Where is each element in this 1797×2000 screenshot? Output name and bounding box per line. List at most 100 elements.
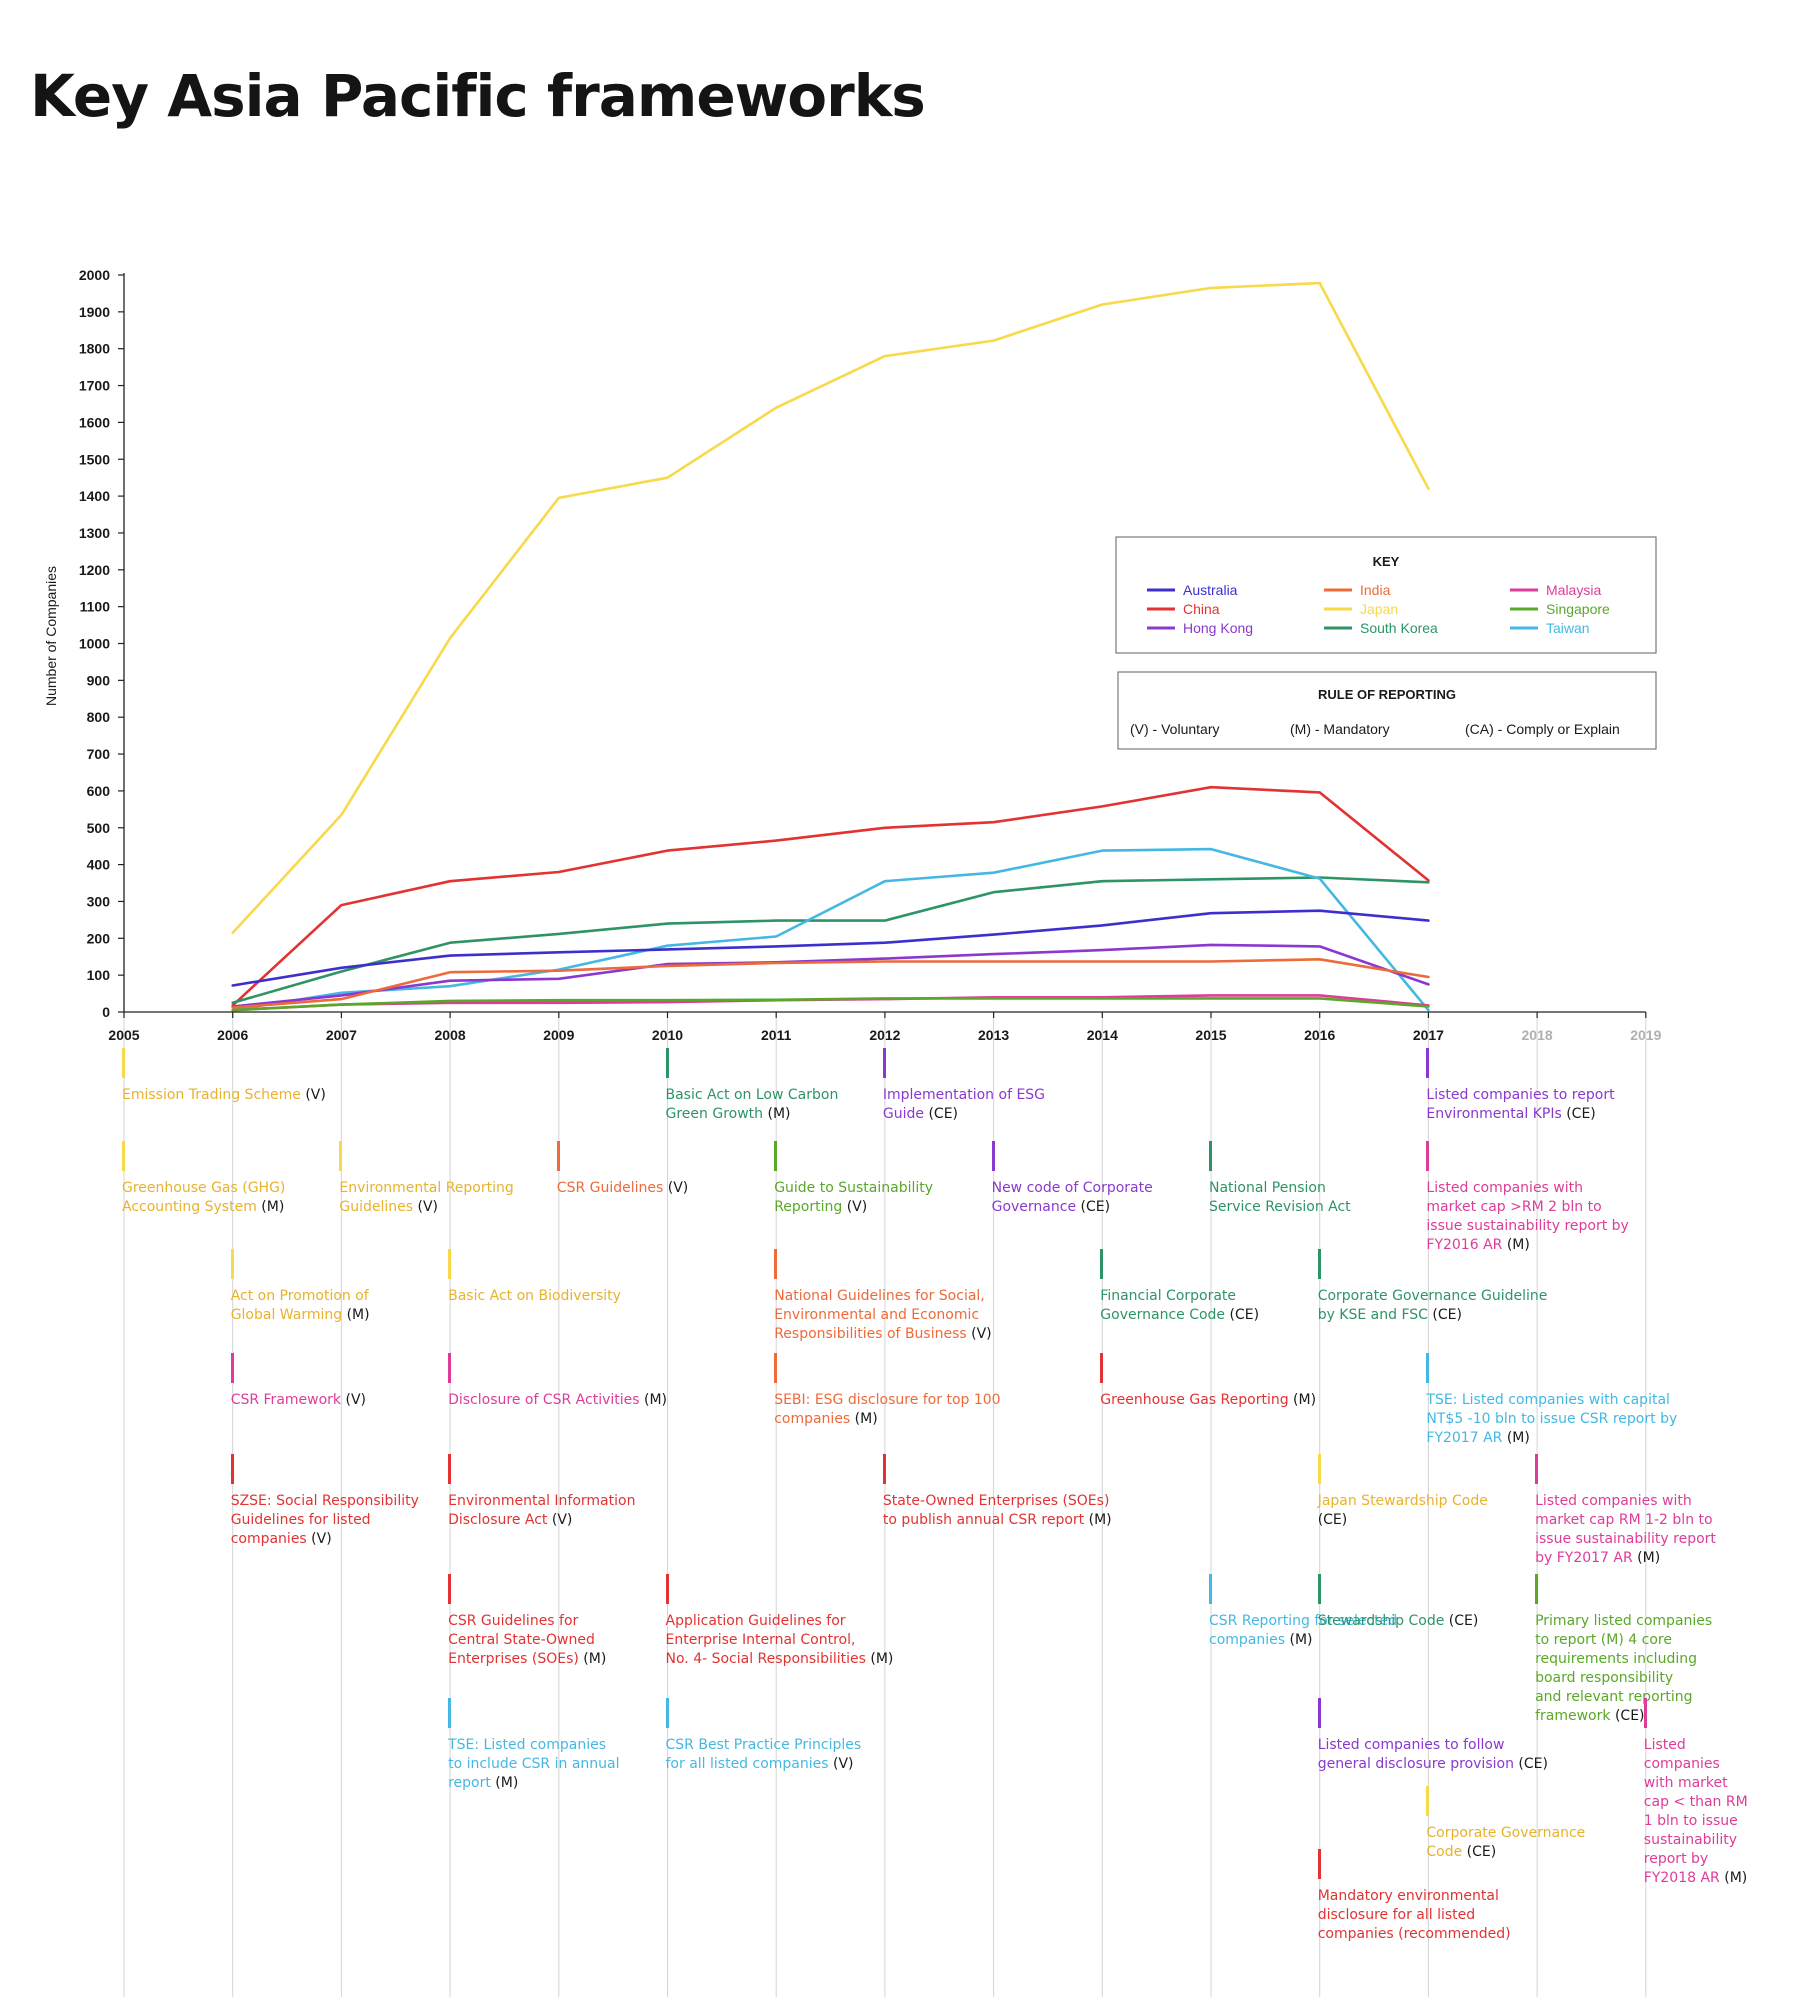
annotation-marker [882,1048,886,1078]
reporting-rule-code: (M) [865,1651,894,1667]
annotation-text: Japan Stewardship Code (CE) [1318,1492,1558,1530]
series-line-south-korea [231,876,1430,1005]
annotation-line: Responsibilities of Business [774,1326,967,1342]
annotation-line: Listed companies to follow [1317,1737,1505,1753]
annotation-marker [448,1249,452,1279]
annotation-line: Enterprises (SOEs) [448,1651,579,1667]
y-tick-label: 2000 [79,267,110,283]
annotation-line: companies [774,1411,851,1427]
legend-entry-hong-kong: Hong Kong [1147,620,1253,636]
annotation-line: Implementation of ESG [882,1087,1046,1103]
series-line-india [231,957,1430,1009]
annotation-text: Financial Corporate Governance Code (CE) [1100,1287,1314,1325]
annotation-line: No. 4- Social Responsibilities [665,1651,866,1667]
annotation-line: Environmental and Economic [774,1307,980,1323]
annotation-line: Listed [1643,1737,1686,1753]
annotation-line: Application Guidelines for [665,1613,846,1629]
rule-mandatory: (M) - Mandatory [1290,721,1390,737]
annotation-marker [448,1698,452,1728]
x-tick-label: 2018 [1522,1027,1553,1043]
annotation-line: Listed companies with [1426,1180,1584,1196]
annotation-line: Greenhouse Gas (GHG) [122,1180,286,1196]
legend-entry-japan: Japan [1324,601,1398,617]
annotation-line: Financial Corporate [1100,1288,1237,1304]
annotation-text: CSR Best Practice Principles for all list… [666,1736,957,1774]
y-tick-label: 800 [87,709,111,725]
annotation-text: New code of Corporate Governance (CE) [992,1179,1223,1217]
annotation-line: companies (recommended) [1317,1926,1511,1942]
annotation-text: Disclosure of CSR Activities (M) [448,1391,739,1410]
annotation-line: to publish annual CSR report [882,1512,1085,1528]
annotation-line: Global Warming [230,1307,343,1323]
annotation-marker [1426,1786,1430,1816]
y-tick-label: 1800 [79,341,110,357]
annotation-marker [1317,1454,1321,1484]
y-tick-label: 900 [87,672,111,688]
annotation-text: Environmental Information Disclosure Act … [448,1492,713,1530]
annotation-line: National Pension [1209,1180,1326,1196]
annotation-text: National Pension Service Revision Act [1209,1179,1431,1217]
rule-voluntary: (V) - Voluntary [1130,721,1219,737]
annotation-marker [774,1353,778,1383]
legend-label: Japan [1360,601,1398,617]
x-tick-label: 2016 [1304,1027,1335,1043]
annotation-marker [1209,1141,1212,1171]
y-tick-label: 400 [87,857,111,873]
annotation-line: State-Owned Enterprises (SOEs) [882,1493,1110,1509]
annotation-line: Governance Code [1100,1307,1226,1323]
annotation-line: companies [1209,1632,1286,1648]
annotation-line: Japan Stewardship Code [1317,1493,1488,1509]
annotation-line: report by [1643,1851,1709,1867]
annotation-marker [230,1353,234,1383]
annotation-text: Emission Trading Scheme (V) [122,1086,370,1105]
annotation-text: Application Guidelines for Enterprise Int… [666,1612,974,1669]
legend-entry-india: India [1324,582,1391,598]
y-tick-label: 300 [87,893,111,909]
annotation-text: Environmental Reporting Guidelines (V) [339,1179,587,1217]
reporting-rule-code: (V) [547,1512,573,1528]
annotation-line: with market [1643,1775,1728,1791]
annotation-marker [230,1454,234,1484]
annotation-line: Governance [991,1199,1077,1215]
annotation-text: Basic Act on Low Carbon Green Growth (M) [666,1086,914,1124]
reporting-rule-code: (V) [842,1199,868,1215]
series-line-taiwan [231,847,1430,1012]
annotation-marker [1317,1574,1321,1604]
annotation-text: CSR Reporting for selected companies (M) [1209,1612,1483,1650]
annotation-marker [665,1048,669,1078]
chart-series [231,281,1430,1012]
annotation-line: Corporate Governance Guideline [1317,1288,1548,1304]
annotation-line: Green Growth [665,1106,764,1122]
reporting-rule-code: (M) [1719,1870,1748,1886]
y-tick-label: 1500 [79,451,110,467]
annotation-marker [1317,1849,1321,1879]
y-tick-label: 100 [87,967,111,983]
annotation-line: Primary listed companies [1535,1613,1713,1629]
annotation-text: CSR Guidelines (V) [557,1179,728,1198]
reporting-rule-code: (M) [1502,1237,1530,1253]
annotation-marker [230,1249,234,1279]
annotation-line: Disclosure of CSR Activities [448,1392,640,1408]
legend-entries: Australia China Hong Kong India Japan South K… [1147,582,1610,636]
annotation-line: Environmental Reporting [339,1180,514,1196]
legend-label: India [1360,582,1391,598]
reporting-rule-code: (V) [966,1326,992,1342]
annotation-marker [774,1141,778,1171]
reporting-rule-code: (V) [413,1199,439,1215]
legend-label: Hong Kong [1183,620,1253,636]
annotation-line: market cap RM 1-2 bln to [1535,1512,1713,1528]
reporting-rule-code: (M) [1285,1632,1313,1648]
annotation-line: disclosure for all listed [1317,1907,1476,1923]
annotation-line: Corporate Governance [1426,1825,1586,1841]
y-tick-label: 1000 [79,636,110,652]
annotation-line: Environmental KPIs [1426,1106,1562,1122]
x-tick-label: 2006 [217,1027,248,1043]
annotation-line: Accounting System [122,1199,257,1215]
annotation-line: to include CSR in annual [448,1756,620,1772]
annotation-marker [1100,1249,1104,1279]
annotation-text: SEBI: ESG disclosure for top 100 companie… [774,1391,1100,1429]
annotation-marker [1643,1698,1647,1728]
legend-entry-taiwan: Taiwan [1510,620,1590,636]
x-tick-label: 2005 [108,1027,139,1043]
annotation-line: companies [1643,1756,1720,1772]
